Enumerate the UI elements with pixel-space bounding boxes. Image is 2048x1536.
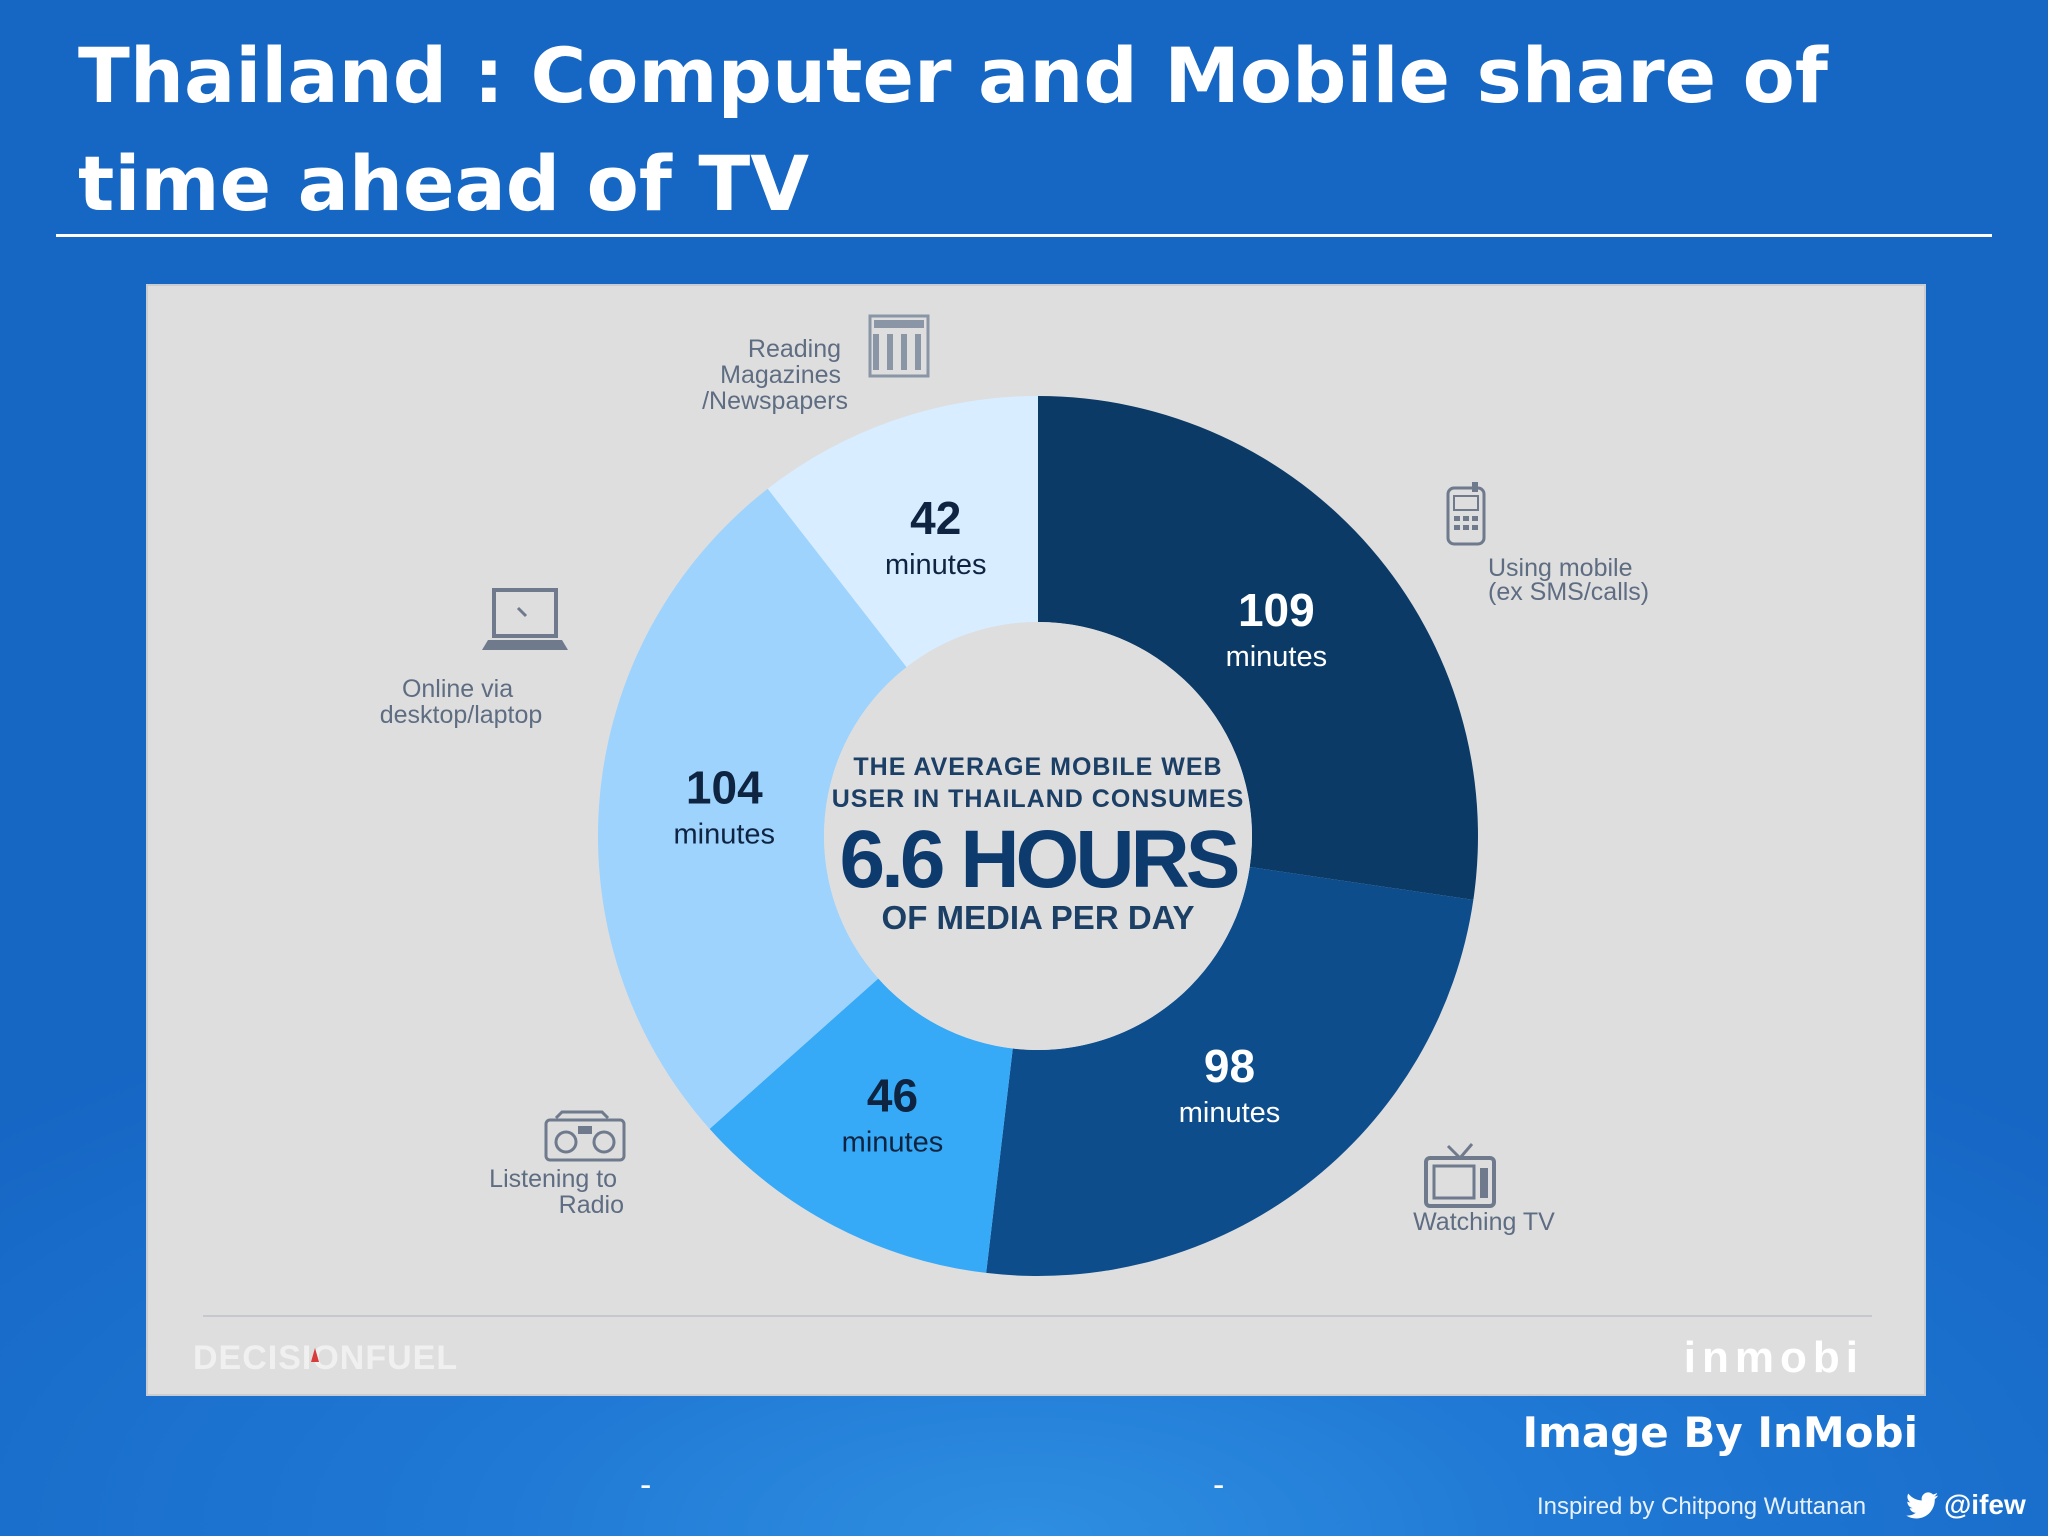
segment-value-label: 104 <box>686 762 763 814</box>
center-line-1: THE AVERAGE MOBILE WEB <box>853 753 1222 781</box>
newspaper-icon <box>868 314 930 378</box>
segment-value-label: 42 <box>910 492 961 544</box>
decisionfuel-logo-mark <box>311 1348 319 1362</box>
dash-left: - <box>640 1466 652 1504</box>
infographic-panel: 109 minutes 98 minutes 46 minutes 104 minutes 42… <box>146 284 1926 1396</box>
segment-value-label: 46 <box>867 1069 918 1121</box>
segment-value-label: 109 <box>1238 584 1315 636</box>
donut-segment <box>709 978 1013 1273</box>
radio-icon <box>544 1110 626 1162</box>
twitter-handle[interactable]: @ifew <box>1906 1489 2026 1521</box>
inmobi-logo: inmobi <box>1684 1333 1864 1382</box>
label-online: Online via desktop/laptop <box>380 675 543 729</box>
segment-unit-label: minutes <box>674 819 776 851</box>
segment-unit-label: minutes <box>1179 1097 1281 1129</box>
segment-unit-label: minutes <box>1226 641 1328 673</box>
image-credit: Image By InMobi <box>1522 1408 1918 1457</box>
laptop-icon <box>482 588 568 650</box>
label-using-mobile: Using mobile (ex SMS/calls) <box>1488 554 1649 606</box>
donut-segment <box>986 867 1474 1276</box>
twitter-handle-text: @ifew <box>1944 1489 2026 1520</box>
center-line-2: USER IN THAILAND CONSUMES <box>832 785 1245 813</box>
label-reading: Reading Magazines /Newspapers <box>702 335 848 415</box>
donut-chart: 109 minutes 98 minutes 46 minutes 104 minutes 42… <box>193 314 1872 1382</box>
slide-title: Thailand : Computer and Mobile share of … <box>78 31 1828 228</box>
tv-icon <box>1424 1143 1496 1208</box>
donut-segment <box>1038 396 1478 900</box>
label-watching-tv: Watching TV <box>1413 1208 1555 1236</box>
segment-unit-label: minutes <box>885 549 987 581</box>
donut-segment <box>598 488 907 1129</box>
center-line-3: OF MEDIA PER DAY <box>882 899 1195 936</box>
donut-hole <box>824 622 1252 1050</box>
decisionfuel-logo: DECISIONFUEL <box>193 1339 458 1377</box>
label-radio: Listening to Radio <box>489 1165 624 1219</box>
dash-right: - <box>1213 1466 1225 1504</box>
title-divider <box>56 234 1992 237</box>
twitter-bird-icon <box>1906 1492 1938 1519</box>
donut-segment <box>767 396 1038 668</box>
inspired-by: Inspired by Chitpong Wuttanan <box>1537 1493 1867 1520</box>
segment-unit-label: minutes <box>842 1126 944 1158</box>
center-headline: 6.6 HOURS <box>840 814 1238 905</box>
segment-value-label: 98 <box>1204 1040 1255 1092</box>
mobile-phone-icon <box>1446 482 1486 546</box>
